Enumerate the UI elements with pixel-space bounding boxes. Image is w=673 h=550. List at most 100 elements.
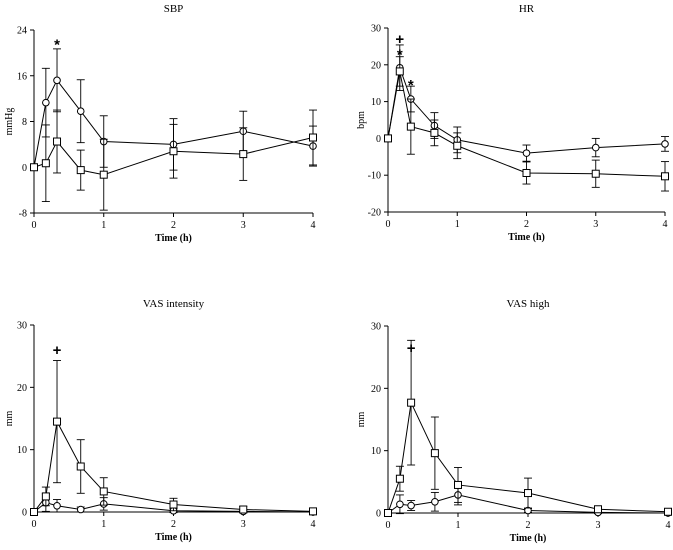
y-tick-label: 16 [17,71,27,82]
data-point-square [591,169,600,178]
x-axis-label: Time (h) [508,232,545,243]
data-point-square [239,505,248,514]
x-tick-label: 0 [386,219,391,230]
data-point-square [664,507,672,516]
data-point-square [384,509,392,517]
x-axis-label: Time (h) [155,233,192,244]
x-tick-label: 3 [241,519,246,530]
series-square [30,109,317,211]
data-point-square [406,122,415,131]
x-tick-label: 2 [171,519,176,530]
data-point-square [41,492,50,501]
y-tick-label: 0 [22,163,27,174]
chart-title: VAS high [507,298,550,310]
y-tick-label: 8 [22,117,27,128]
y-tick-label: -8 [19,209,27,220]
x-tick-label: 1 [101,519,106,530]
data-point-square [169,147,178,156]
data-point-square [661,172,669,181]
data-point-square [430,449,439,458]
y-axis-label: mm [356,412,367,428]
data-point-square [407,398,416,407]
x-tick-label: 4 [663,219,668,230]
chart-panel-vas-intensity: VAS intensity 0 10 20 30 0 1 2 3 4 Time (h) mm + [4,298,317,543]
x-tick-label: 1 [101,220,106,231]
y-tick-label: 30 [371,322,381,333]
significance-plus-marker: + [395,31,404,48]
data-point-square [239,150,248,159]
data-point-square [169,500,178,509]
series-square [384,56,669,192]
x-tick-label: 0 [32,220,37,231]
data-point-circle [591,143,600,152]
data-point-square [76,166,85,175]
significance-plus-marker: + [53,342,62,359]
data-point-square [384,134,392,143]
chart-panel-sbp: SBP -8 0 8 16 24 0 1 2 3 4 Time (h) mmHg * [4,3,317,244]
data-point-square [99,170,108,179]
y-tick-label: 30 [371,24,381,35]
data-point-square [41,159,50,168]
data-point-square [309,133,317,142]
x-tick-label: 0 [32,519,37,530]
x-tick-label: 2 [171,220,176,231]
data-point-circle [53,76,61,85]
data-point-square [53,417,62,426]
y-tick-label: -20 [368,208,381,219]
chart-panel-vas-high: VAS high 0 10 20 30 0 1 2 3 4 Time (h) mm + [356,298,672,544]
x-tick-label: 1 [455,219,460,230]
series-square [384,339,672,517]
x-tick-label: 0 [386,520,391,531]
y-tick-label: 24 [17,26,27,37]
data-point-circle [76,107,85,116]
x-tick-label: 2 [526,520,531,531]
y-tick-label: 0 [376,509,381,520]
y-axis-label: mm [4,411,15,427]
y-axis-label: bpm [356,111,367,129]
data-point-square [395,67,404,76]
data-point-circle [522,149,531,157]
data-point-square [524,489,532,498]
x-tick-label: 3 [241,220,246,231]
data-point-square [309,507,317,516]
x-tick-label: 3 [593,219,598,230]
x-tick-label: 4 [311,220,316,231]
y-tick-label: 20 [17,383,27,394]
data-point-circle [396,500,404,509]
series-line-circle [387,65,666,154]
y-tick-label: 0 [22,508,27,519]
series-line-circle [33,79,314,168]
chart-title: VAS intensity [143,298,205,310]
x-axis-label: Time (h) [510,533,547,544]
significance-plus-marker: + [407,340,416,357]
series-line-square [33,420,314,513]
data-point-circle [42,98,50,107]
y-tick-label: 30 [17,321,27,332]
y-tick-label: 10 [371,446,381,457]
data-point-square [430,128,439,137]
significance-asterisk-marker: * [54,36,60,53]
x-tick-label: 4 [311,519,316,530]
y-tick-label: 20 [371,384,381,395]
data-point-square [99,487,108,496]
data-point-square [594,505,602,514]
x-axis-label: Time (h) [155,532,192,543]
y-tick-label: 20 [371,60,381,71]
series-square [30,360,317,516]
data-point-square [76,462,85,471]
chart-title: HR [519,3,535,15]
data-point-circle [661,140,669,148]
data-point-square [30,163,38,172]
y-tick-label: 10 [17,445,27,456]
data-point-square [454,480,462,489]
data-point-circle [76,505,85,514]
data-point-circle [407,501,415,510]
data-point-square [395,474,404,483]
x-tick-label: 2 [524,219,529,230]
chart-title: SBP [164,3,184,15]
data-point-circle [431,497,439,506]
x-tick-label: 1 [456,520,461,531]
data-point-square [453,141,462,150]
